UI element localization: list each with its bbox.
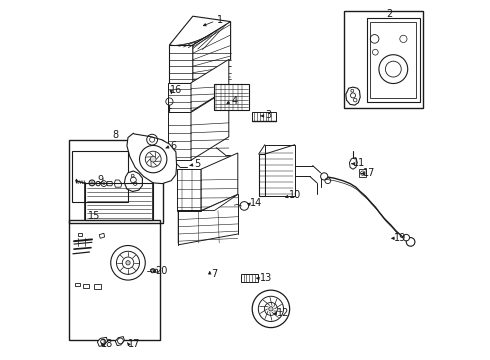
Text: 5: 5 bbox=[195, 159, 200, 169]
Text: 17: 17 bbox=[363, 168, 375, 178]
Text: 11: 11 bbox=[353, 158, 366, 168]
Bar bbox=[367, 18, 420, 102]
Text: 6: 6 bbox=[170, 141, 176, 151]
Text: 20: 20 bbox=[155, 266, 168, 276]
Polygon shape bbox=[168, 83, 191, 112]
Bar bbox=[242, 274, 258, 282]
Polygon shape bbox=[75, 283, 80, 286]
Bar bbox=[72, 151, 128, 202]
Bar bbox=[360, 169, 366, 177]
Polygon shape bbox=[107, 181, 113, 186]
Text: 18: 18 bbox=[101, 339, 114, 349]
Text: 8: 8 bbox=[112, 130, 119, 140]
Text: 14: 14 bbox=[250, 198, 262, 208]
Polygon shape bbox=[127, 133, 176, 184]
Polygon shape bbox=[98, 337, 107, 346]
Circle shape bbox=[403, 234, 410, 241]
Text: 15: 15 bbox=[88, 211, 100, 221]
Circle shape bbox=[269, 307, 273, 311]
Text: 1: 1 bbox=[217, 15, 223, 25]
Polygon shape bbox=[83, 284, 90, 288]
Polygon shape bbox=[170, 45, 193, 83]
Polygon shape bbox=[349, 158, 357, 169]
Polygon shape bbox=[201, 153, 238, 211]
Polygon shape bbox=[193, 22, 231, 83]
Circle shape bbox=[111, 246, 145, 280]
Circle shape bbox=[126, 261, 130, 265]
Text: 16: 16 bbox=[170, 85, 182, 95]
Polygon shape bbox=[191, 59, 229, 112]
Bar bbox=[370, 22, 416, 98]
Text: 9: 9 bbox=[97, 175, 103, 185]
Bar bbox=[252, 112, 275, 121]
Bar bbox=[215, 84, 248, 110]
Polygon shape bbox=[346, 87, 360, 105]
Polygon shape bbox=[265, 145, 294, 196]
Polygon shape bbox=[77, 233, 82, 236]
Polygon shape bbox=[178, 194, 238, 211]
Text: 4: 4 bbox=[231, 96, 237, 106]
Circle shape bbox=[252, 290, 290, 328]
Polygon shape bbox=[151, 269, 158, 272]
Polygon shape bbox=[114, 180, 122, 187]
Polygon shape bbox=[116, 337, 124, 346]
Bar bbox=[69, 140, 163, 223]
Polygon shape bbox=[176, 169, 201, 211]
Circle shape bbox=[320, 173, 328, 180]
Polygon shape bbox=[99, 233, 104, 238]
Bar bbox=[344, 11, 423, 108]
Polygon shape bbox=[191, 89, 229, 160]
Text: 13: 13 bbox=[260, 273, 272, 283]
Text: 10: 10 bbox=[289, 190, 301, 200]
Text: 3: 3 bbox=[266, 110, 271, 120]
Polygon shape bbox=[259, 154, 265, 196]
Circle shape bbox=[240, 202, 248, 210]
Polygon shape bbox=[168, 112, 191, 160]
Polygon shape bbox=[124, 171, 143, 192]
Polygon shape bbox=[170, 16, 231, 50]
Circle shape bbox=[406, 238, 415, 246]
Text: 17: 17 bbox=[128, 339, 140, 349]
Text: 12: 12 bbox=[277, 308, 289, 318]
Circle shape bbox=[150, 156, 156, 162]
Text: 19: 19 bbox=[394, 233, 407, 243]
Text: 2: 2 bbox=[386, 9, 392, 19]
Bar bbox=[69, 220, 160, 340]
Text: 7: 7 bbox=[211, 269, 218, 279]
Polygon shape bbox=[94, 284, 101, 289]
Bar bbox=[85, 183, 153, 220]
